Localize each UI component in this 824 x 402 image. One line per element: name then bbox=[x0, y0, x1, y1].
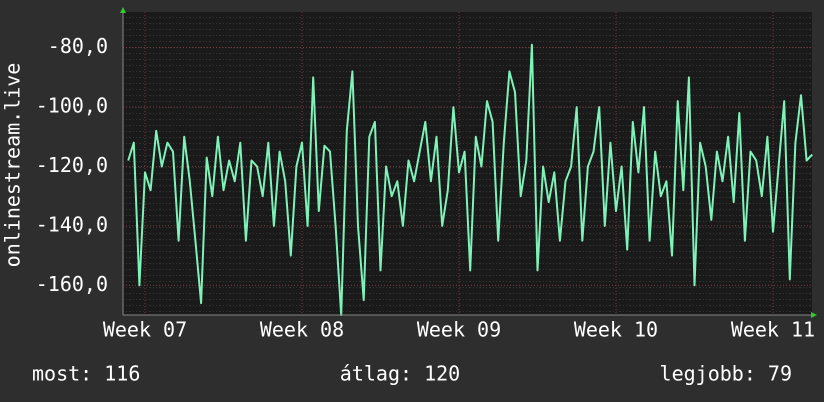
y-tick-label: -100,0 bbox=[36, 94, 108, 118]
footer-current: most: 116 bbox=[32, 362, 140, 386]
x-tick-label: Week 07 bbox=[103, 318, 187, 342]
footer-best: legjobb: 79 bbox=[660, 362, 792, 386]
y-tick-label: -120,0 bbox=[36, 153, 108, 177]
x-tick-label: Week 09 bbox=[417, 318, 501, 342]
y-tick-label: -160,0 bbox=[36, 272, 108, 296]
footer-average: átlag: 120 bbox=[340, 362, 460, 386]
y-tick-label: -80,0 bbox=[48, 34, 108, 58]
y-tick-label: -140,0 bbox=[36, 212, 108, 236]
x-tick-label: Week 11 bbox=[731, 318, 815, 342]
series-line bbox=[127, 43, 813, 316]
x-arrow bbox=[811, 312, 817, 318]
y-arrow bbox=[120, 7, 126, 13]
x-tick-label: Week 08 bbox=[260, 318, 344, 342]
y-axis-label: onlinestream.live bbox=[1, 63, 25, 268]
marks bbox=[127, 43, 813, 316]
x-tick-label: Week 10 bbox=[574, 318, 658, 342]
minor-grid bbox=[123, 12, 812, 315]
